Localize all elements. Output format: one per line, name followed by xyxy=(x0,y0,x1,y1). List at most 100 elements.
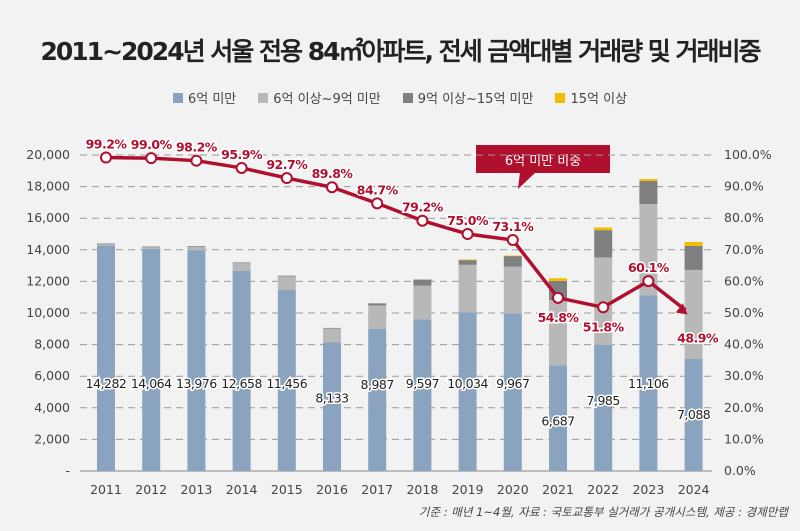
x-tick: 2020 xyxy=(497,482,529,497)
source-note: 기준 : 매년 1~4월, 자료 : 국토교통부 실거래가 공개시스템, 제공 … xyxy=(418,505,788,519)
bar-value-label: 8,133 xyxy=(315,390,348,405)
y-right-tick: 60.0% xyxy=(724,273,764,288)
bar-segment xyxy=(413,285,432,320)
bar-segment xyxy=(684,245,703,270)
y-left-tick: 12,000 xyxy=(26,273,70,288)
x-tick: 2024 xyxy=(678,482,710,497)
bar-segment xyxy=(97,243,115,246)
legend-label: 6억 미만 xyxy=(187,92,237,107)
y-left-tick: 10,000 xyxy=(26,305,70,320)
y-left-tick: 16,000 xyxy=(26,210,70,225)
x-tick: 2022 xyxy=(587,482,619,497)
bar-segment xyxy=(277,275,296,290)
bar-value-label: 10,034 xyxy=(447,376,488,391)
x-tick: 2021 xyxy=(542,482,574,497)
line-value-label: 92.7% xyxy=(266,157,308,172)
legend-label: 9억 이상~15억 미만 xyxy=(417,92,534,107)
bar-segment xyxy=(684,269,703,360)
line-point xyxy=(235,161,248,174)
bar-segment xyxy=(549,365,567,471)
bar-segment xyxy=(323,328,341,343)
y-left-tick: 18,000 xyxy=(26,179,70,194)
y-right-tick: 90.0% xyxy=(724,179,764,194)
bar-segment xyxy=(458,259,477,261)
bar-segment xyxy=(368,305,387,330)
y-right-tick: 40.0% xyxy=(724,337,764,352)
bar-segment xyxy=(458,312,477,471)
bar-value-label: 7,985 xyxy=(587,393,620,408)
y-left-tick: 14,000 xyxy=(26,242,70,257)
bar-value-label: 12,658 xyxy=(221,376,262,391)
bar-segment xyxy=(232,262,251,272)
bar-value-label: 9,967 xyxy=(496,376,529,391)
line-value-label: 99.2% xyxy=(86,137,128,152)
x-tick: 2013 xyxy=(180,482,212,497)
bar-segment xyxy=(594,230,613,258)
bar-segment xyxy=(458,259,477,265)
y-left-tick: 20,000 xyxy=(26,147,70,162)
y-right-tick: 50.0% xyxy=(724,305,764,320)
x-tick: 2012 xyxy=(135,482,167,497)
y-right-tick: 30.0% xyxy=(724,368,764,383)
chart-title: 2011~2024년 서울 전용 84㎡아파트, 전세 금액대별 거래량 및 거… xyxy=(40,37,761,66)
bar-segment xyxy=(187,250,206,471)
x-tick: 2015 xyxy=(271,482,303,497)
x-tick: 2014 xyxy=(226,482,258,497)
bar-segment xyxy=(458,264,477,313)
y-right-tick: 80.0% xyxy=(724,210,764,225)
bar-segment xyxy=(277,289,296,471)
bar-segment xyxy=(368,303,387,306)
line-point xyxy=(145,152,158,165)
line-value-label: 75.0% xyxy=(447,213,489,228)
line-value-label: 89.8% xyxy=(312,166,354,181)
y-right-tick: 20.0% xyxy=(724,400,764,415)
legend-swatch xyxy=(172,92,183,103)
bar-segment xyxy=(232,271,251,471)
legend-item: 6억 미만 xyxy=(172,88,237,107)
bar-value-label: 8,987 xyxy=(361,377,394,392)
bar-value-label: 14,064 xyxy=(131,376,172,391)
bar-segment xyxy=(503,256,522,267)
bar-segment xyxy=(187,246,206,251)
bar-segment xyxy=(594,344,613,471)
bar-segment xyxy=(549,278,567,281)
line-value-label: 60.1% xyxy=(628,260,670,275)
bar-segment xyxy=(684,241,703,246)
legend-item: 6억 이상~9억 미만 xyxy=(258,88,381,107)
y-right-tick: 100.0% xyxy=(724,147,772,162)
legend-swatch xyxy=(258,92,269,103)
x-tick: 2019 xyxy=(452,482,484,497)
bar-segment xyxy=(503,266,522,314)
bar-segment xyxy=(413,319,432,471)
bar-segment xyxy=(142,246,161,249)
line-value-label: 98.2% xyxy=(176,140,218,155)
bar-segment xyxy=(594,227,613,231)
legend-label: 6억 이상~9억 미만 xyxy=(273,92,381,107)
line-point xyxy=(597,301,610,314)
bar-value-label: 14,282 xyxy=(86,376,127,391)
line-point xyxy=(280,172,293,185)
bar-value-label: 11,456 xyxy=(266,376,307,391)
x-tick: 2018 xyxy=(406,482,438,497)
line-point xyxy=(506,234,519,247)
bar-segment xyxy=(503,313,522,471)
line-value-label: 73.1% xyxy=(492,219,534,234)
line-point xyxy=(190,154,203,167)
bar-segment xyxy=(277,275,296,277)
bar-value-label: 13,976 xyxy=(176,376,217,391)
x-tick: 2017 xyxy=(361,482,393,497)
bar-value-label: 7,088 xyxy=(677,407,711,422)
line-point xyxy=(461,228,474,240)
x-tick: 2023 xyxy=(632,482,664,497)
bar-segment xyxy=(413,279,432,286)
legend-swatch xyxy=(555,92,566,103)
bar-value-label: 6,687 xyxy=(541,413,574,428)
bar-segment xyxy=(187,246,206,247)
bar-segment xyxy=(684,359,703,471)
y-left-tick: 4,000 xyxy=(34,400,70,415)
line-value-label: 84.7% xyxy=(357,182,399,197)
y-left-tick: 2,000 xyxy=(34,431,70,446)
line-value-label: 51.8% xyxy=(583,319,625,334)
line-arrowhead xyxy=(675,303,688,315)
y-right-tick: 10.0% xyxy=(724,431,764,446)
